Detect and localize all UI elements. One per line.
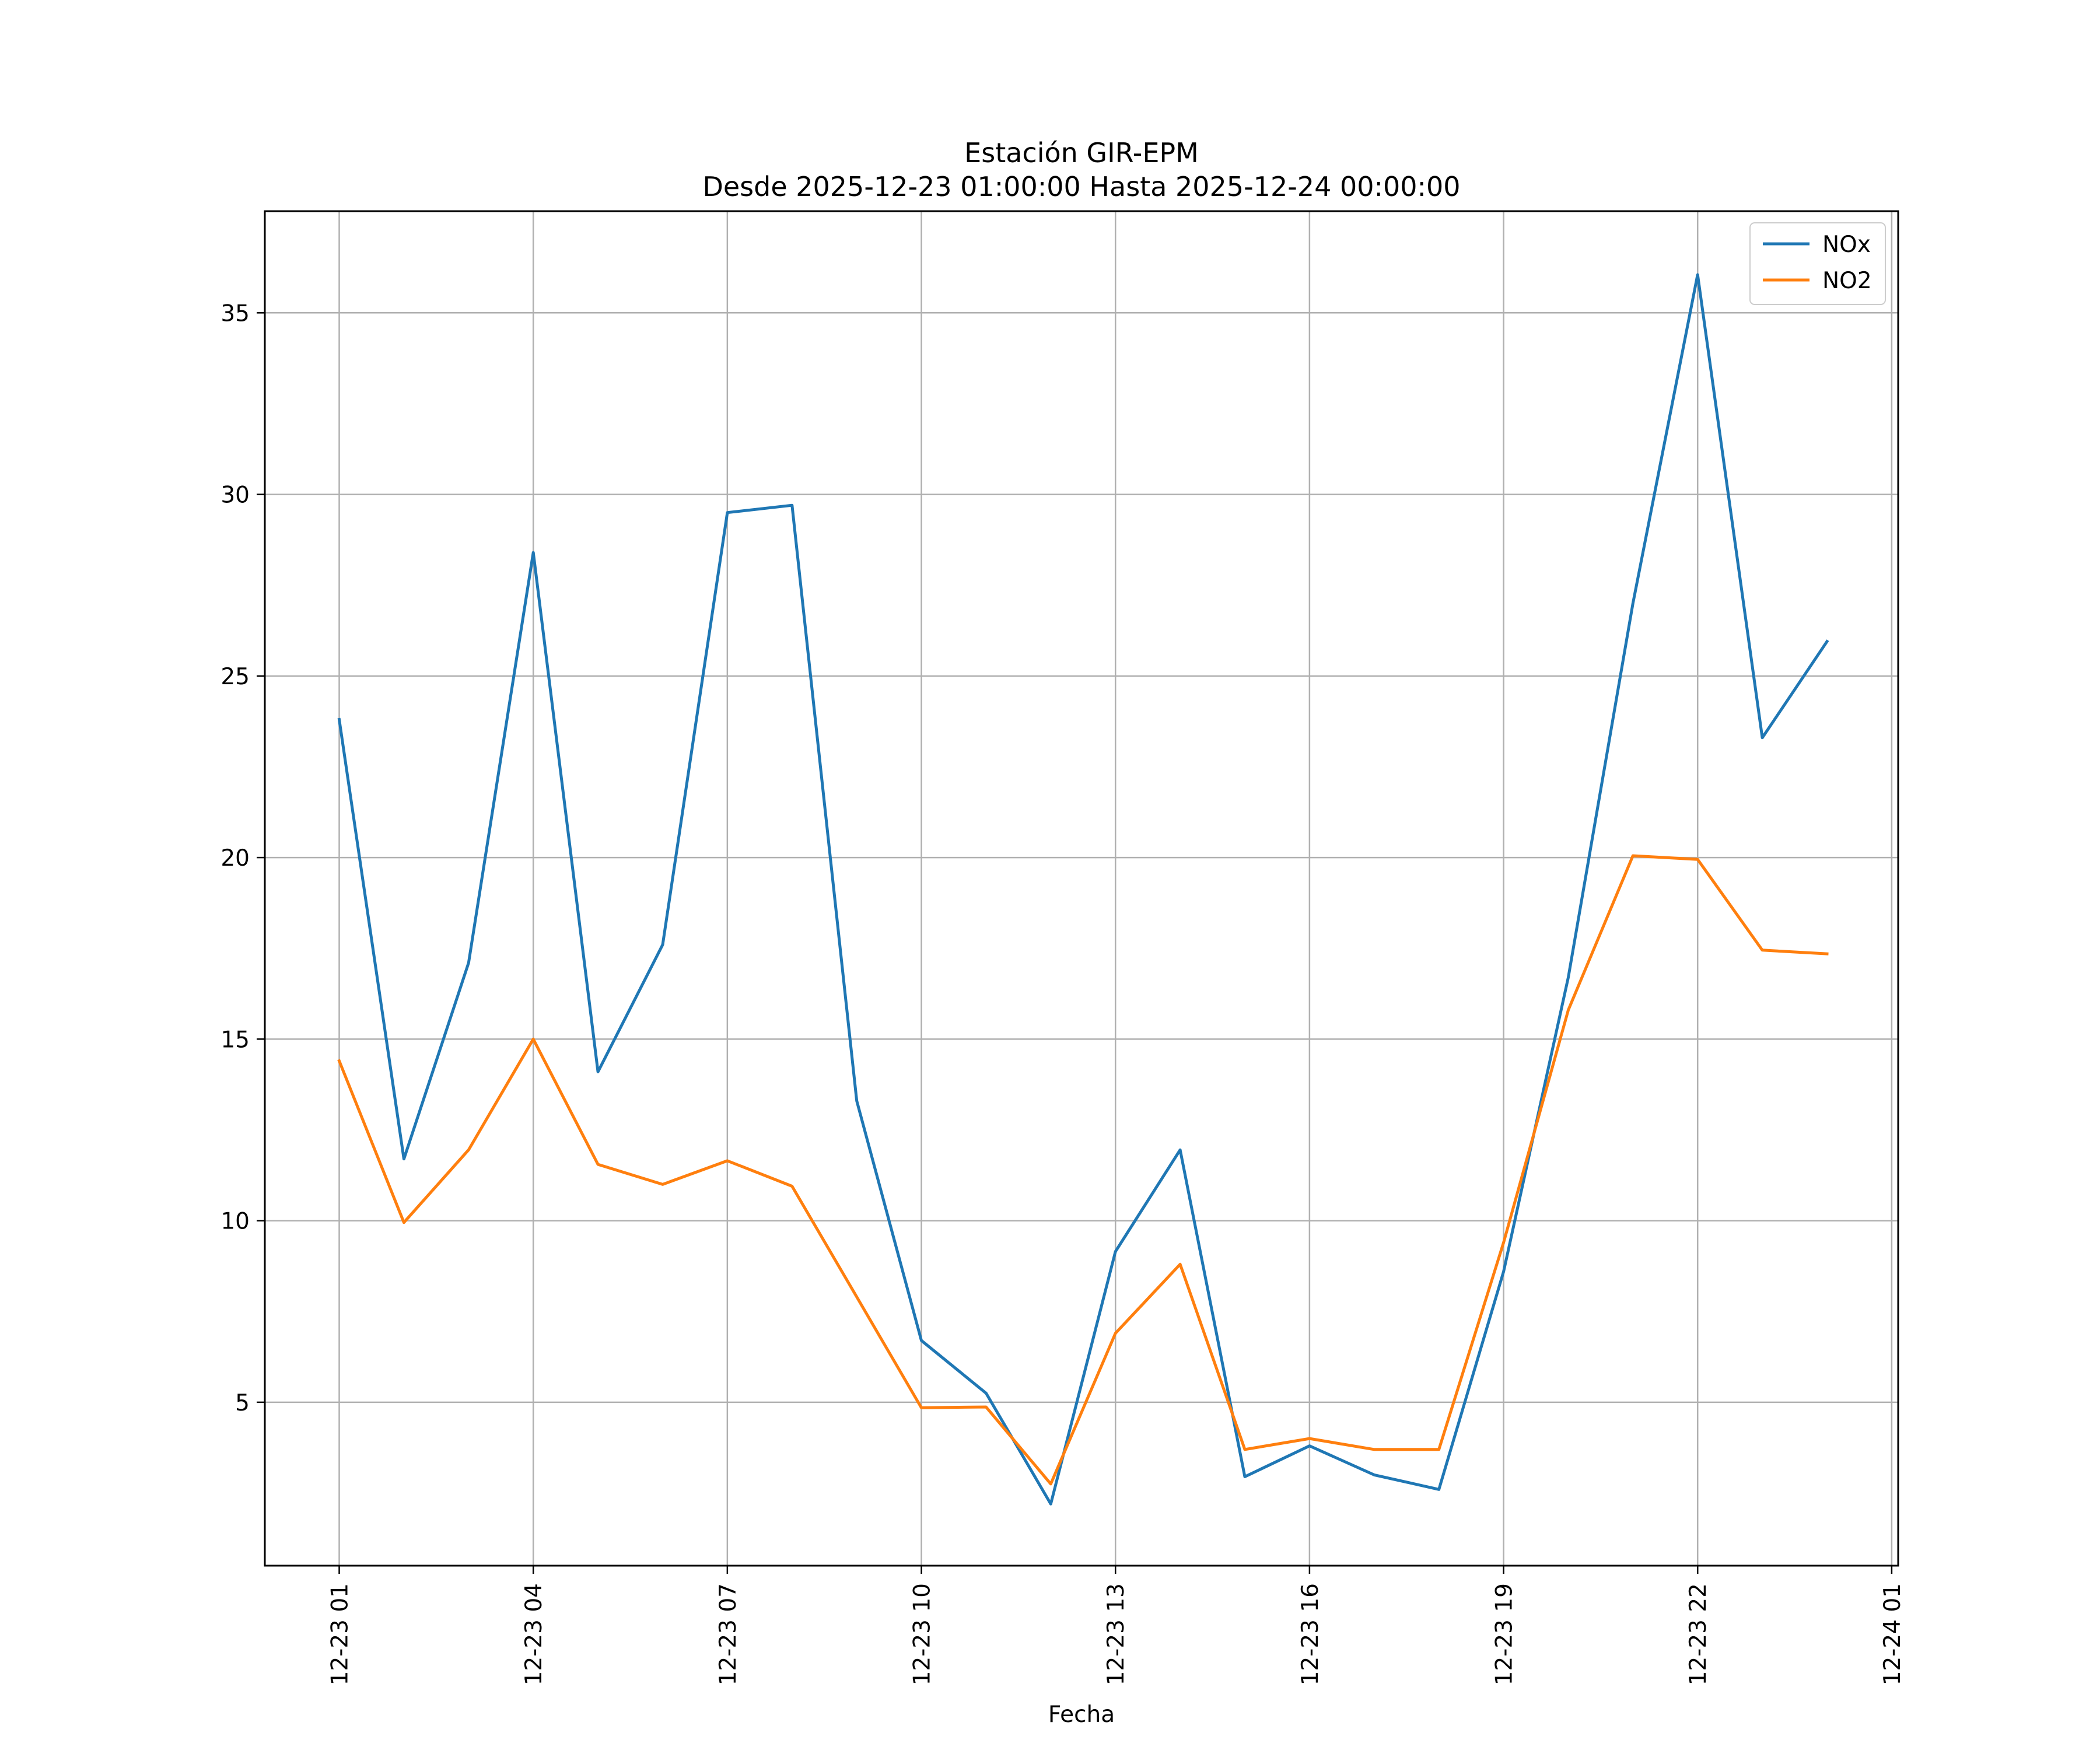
grid xyxy=(265,211,1898,1566)
series-line-no2 xyxy=(337,854,1829,1486)
legend: NOx NO2 xyxy=(1749,222,1886,305)
legend-label-nox: NOx xyxy=(1822,232,1871,258)
y-tick-label: 30 xyxy=(220,482,250,509)
x-tick-label: 12-23 19 xyxy=(1492,1583,1518,1685)
x-tick-label: 12-23 22 xyxy=(1685,1583,1712,1685)
plot-area-frame xyxy=(264,210,1899,1567)
chart-title-line-2: Desde 2025-12-23 01:00:00 Hasta 2025-12-… xyxy=(702,171,1460,202)
y-tick-label: 25 xyxy=(220,664,250,690)
legend-label-no2: NO2 xyxy=(1822,268,1872,294)
x-tick-label: 12-23 07 xyxy=(715,1583,741,1685)
x-axis-label: Fecha xyxy=(1048,1702,1115,1728)
chart-title: Estación GIR-EPM Desde 2025-12-23 01:00:… xyxy=(702,137,1460,202)
x-tick-label: 12-24 01 xyxy=(1880,1583,1906,1685)
x-tick-label: 12-23 13 xyxy=(1103,1583,1129,1685)
x-tick-label: 12-23 16 xyxy=(1297,1583,1324,1685)
series-lines xyxy=(337,273,1829,1506)
x-tick-label: 12-23 01 xyxy=(327,1583,354,1685)
y-tick-label: 35 xyxy=(220,300,250,327)
y-tick-label: 15 xyxy=(220,1027,250,1053)
chart-title-line-1: Estación GIR-EPM xyxy=(964,137,1199,169)
x-axis: 12-23 01 12-23 04 12-23 07 12-23 10 12-23 13… xyxy=(327,1566,1906,1685)
y-axis: 5 10 15 20 25 30 35 xyxy=(220,300,265,1416)
y-tick-label: 10 xyxy=(220,1209,250,1235)
series-line-nox xyxy=(337,273,1829,1506)
y-tick-label: 20 xyxy=(220,845,250,872)
y-tick-label: 5 xyxy=(235,1390,250,1416)
x-tick-label: 12-23 04 xyxy=(521,1583,547,1685)
x-tick-label: 12-23 10 xyxy=(909,1583,936,1685)
